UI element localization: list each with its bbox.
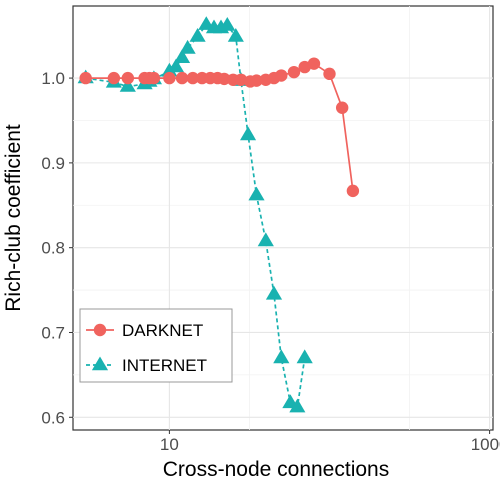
point-darknet: [275, 69, 288, 82]
series-layer: [77, 16, 360, 413]
point-internet: [167, 58, 185, 73]
point-internet: [189, 28, 206, 42]
legend-marker-internet: [91, 356, 109, 371]
point-darknet: [186, 71, 199, 85]
point-internet: [289, 398, 306, 413]
point-internet: [265, 285, 283, 300]
x-tick-label: 1000: [471, 435, 500, 454]
point-darknet: [307, 57, 321, 70]
point-internet: [119, 78, 136, 92]
point-internet: [161, 62, 178, 77]
series-darknet: [79, 57, 360, 198]
axes: 0.6 0.7 0.8 0.9 1.0 10 1000: [41, 69, 500, 454]
point-darknet: [323, 67, 336, 81]
x-tick-label: 10: [160, 435, 179, 454]
y-tick-label: 0.7: [41, 323, 65, 342]
x-axis-title: Cross-node connections: [163, 458, 389, 481]
point-internet: [248, 186, 265, 201]
y-tick-label: 0.9: [41, 154, 65, 173]
legend-label-darknet: DARKNET: [122, 321, 203, 340]
y-tick-label: 0.6: [41, 408, 65, 427]
point-darknet: [218, 72, 231, 86]
point-darknet: [346, 184, 360, 198]
point-internet: [179, 39, 196, 54]
point-darknet: [121, 71, 135, 85]
point-darknet: [79, 71, 92, 85]
point-internet: [257, 232, 274, 247]
point-darknet: [147, 71, 161, 85]
y-axis-title: Rich-club coefficient: [2, 124, 25, 312]
point-internet: [240, 126, 257, 141]
point-internet: [227, 28, 244, 42]
y-tick-label: 0.8: [41, 239, 65, 258]
y-tick-label: 1.0: [41, 69, 65, 88]
legend-label-internet: INTERNET: [122, 356, 207, 375]
point-darknet: [107, 71, 121, 85]
point-darknet: [234, 73, 248, 86]
point-darknet: [287, 65, 301, 79]
point-internet: [174, 49, 191, 63]
point-darknet: [335, 101, 349, 114]
legend-marker-darknet: [93, 323, 107, 337]
point-internet: [219, 17, 236, 31]
point-internet: [296, 349, 313, 364]
point-darknet: [163, 71, 176, 85]
point-darknet: [175, 71, 189, 85]
legend: DARKNET INTERNET: [79, 308, 233, 383]
gridlines: [73, 6, 493, 430]
point-internet: [273, 349, 290, 364]
point-darknet: [250, 74, 263, 87]
